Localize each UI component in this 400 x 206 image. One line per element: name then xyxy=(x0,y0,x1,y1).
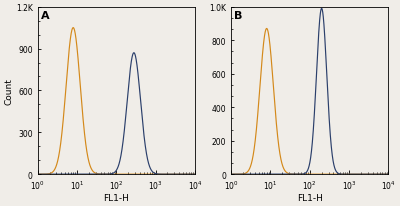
Y-axis label: Count: Count xyxy=(4,78,13,104)
X-axis label: FL1-H: FL1-H xyxy=(103,193,129,202)
Text: B: B xyxy=(234,11,243,21)
Text: A: A xyxy=(41,11,50,21)
X-axis label: FL1-H: FL1-H xyxy=(297,193,323,202)
